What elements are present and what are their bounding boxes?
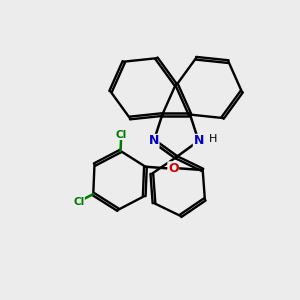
Text: N: N [194, 134, 204, 147]
Text: Cl: Cl [116, 130, 127, 140]
Text: H: H [209, 134, 218, 144]
Text: N: N [148, 134, 159, 147]
Text: O: O [168, 162, 178, 175]
Text: Cl: Cl [73, 196, 84, 207]
